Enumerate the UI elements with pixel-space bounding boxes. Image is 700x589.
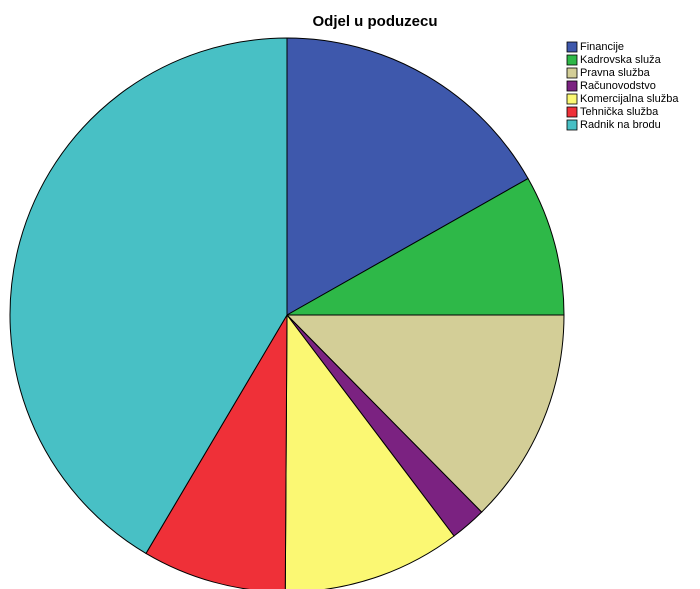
legend-label: Računovodstvo	[580, 80, 656, 92]
legend-label: Komercijalna služba	[580, 93, 679, 105]
pie-slice	[285, 314, 565, 513]
legend-label: Financije	[580, 41, 624, 53]
legend-swatch	[566, 93, 578, 105]
legend-label: Pravna služba	[580, 67, 651, 79]
legend-label: Tehnička služba	[580, 106, 659, 118]
pie-slice	[9, 37, 288, 555]
chart-title: Odjel u poduzecu	[312, 13, 437, 30]
legend-label: Kadrovska služa	[580, 54, 662, 66]
pie-slice	[284, 313, 455, 589]
legend-swatch	[566, 67, 578, 79]
legend-swatch	[566, 119, 578, 131]
legend-label: Radnik na brodu	[580, 119, 661, 131]
legend-swatch	[566, 80, 578, 92]
legend-swatch	[566, 106, 578, 118]
pie-slice	[145, 313, 288, 589]
legend-swatch	[566, 41, 578, 53]
legend-swatch	[566, 54, 578, 66]
pie-slice	[286, 37, 529, 316]
pie-slice	[285, 177, 565, 316]
